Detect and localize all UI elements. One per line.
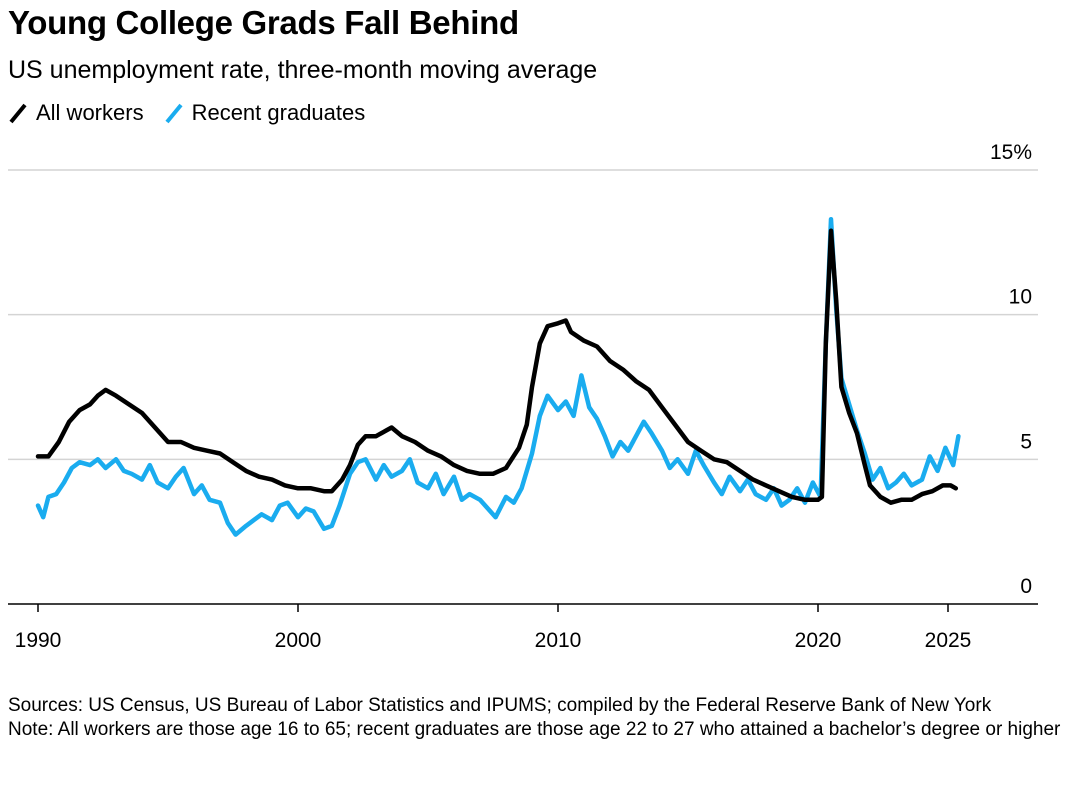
- legend: All workers Recent graduates: [8, 100, 385, 126]
- x-axis: 1990 2000 2010 2020 2025: [8, 603, 1038, 652]
- legend-item-all-workers: All workers: [8, 100, 144, 126]
- y-tick-label-15: 15%: [990, 141, 1032, 164]
- series-lines: [35, 216, 961, 537]
- x-tick-label-2000: 2000: [275, 629, 322, 652]
- x-tick-label-2020: 2020: [795, 629, 842, 652]
- x-tick-label-1990: 1990: [15, 629, 62, 652]
- x-tick-label-2025: 2025: [925, 629, 972, 652]
- sources-text: Sources: US Census, US Bureau of Labor S…: [8, 695, 992, 716]
- y-axis-labels: 0 5 10 15%: [990, 141, 1032, 598]
- y-tick-label-10: 10: [1009, 286, 1032, 309]
- legend-item-recent-graduates: Recent graduates: [164, 100, 366, 126]
- legend-label-recent-graduates: Recent graduates: [191, 100, 366, 125]
- y-tick-label-0: 0: [1020, 575, 1032, 598]
- legend-label-all-workers: All workers: [36, 100, 144, 125]
- note-text: Note: All workers are those age 16 to 65…: [8, 719, 1061, 740]
- chart-subtitle: US unemployment rate, three-month moving…: [8, 56, 598, 84]
- gridlines: [8, 169, 1038, 461]
- legend-swatch-all-workers: [9, 103, 27, 124]
- series-line-all-workers: [35, 228, 959, 505]
- x-tick-label-2010: 2010: [535, 629, 582, 652]
- legend-swatch-recent-graduates: [165, 103, 183, 124]
- chart-title: Young College Grads Fall Behind: [8, 4, 519, 41]
- chart-footer: Sources: US Census, US Bureau of Labor S…: [8, 694, 1068, 742]
- y-tick-label-5: 5: [1020, 430, 1032, 453]
